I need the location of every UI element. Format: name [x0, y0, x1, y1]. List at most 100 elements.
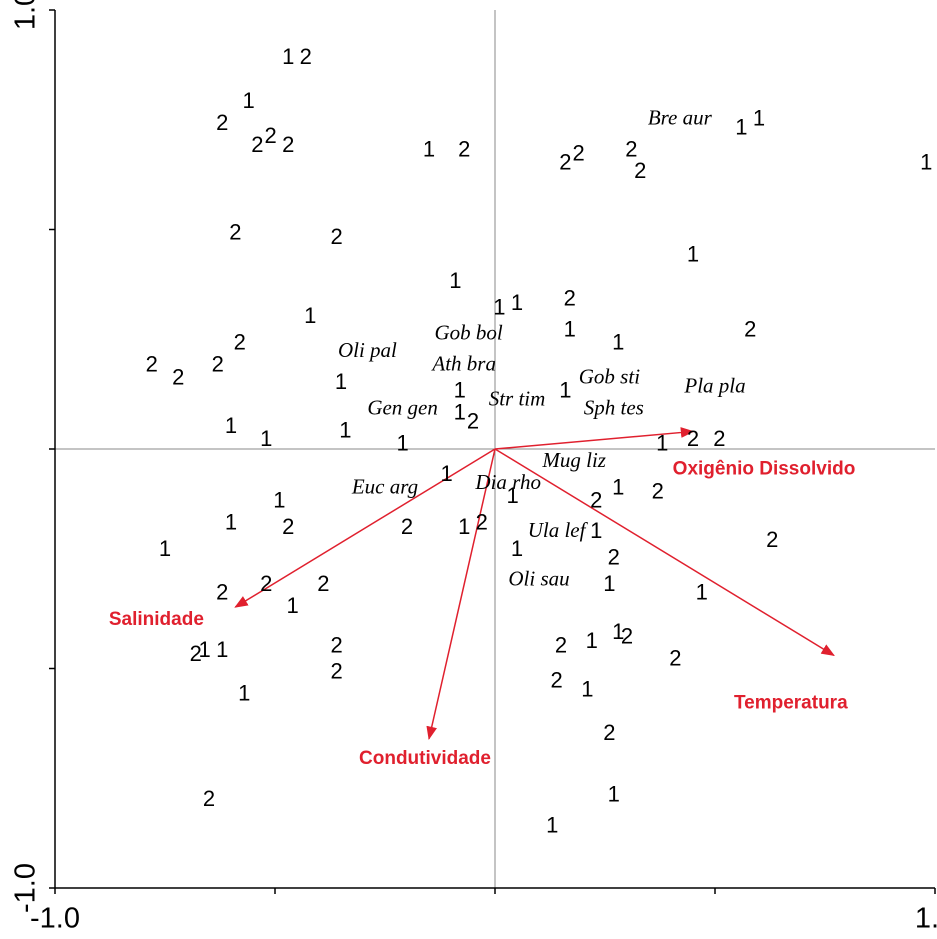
sample-point: 1 — [603, 571, 615, 596]
vector-label: Condutividade — [359, 748, 491, 769]
sample-point: 2 — [744, 316, 756, 341]
sample-point: 1 — [282, 44, 294, 69]
sample-point: 2 — [559, 149, 571, 174]
species-label: Gen gen — [367, 395, 438, 419]
sample-point: 2 — [766, 527, 778, 552]
sample-point: 1 — [454, 378, 466, 403]
sample-point: 2 — [251, 132, 263, 157]
sample-point: 1 — [273, 487, 285, 512]
species-label: Ula lef — [528, 518, 589, 542]
sample-point: 1 — [242, 88, 254, 113]
sample-point: 1 — [559, 378, 571, 403]
sample-point: 2 — [458, 136, 470, 161]
sample-point: 1 — [260, 426, 272, 451]
y-tick-label: -1.0 — [10, 863, 42, 913]
sample-point: 1 — [286, 593, 298, 618]
sample-point: 2 — [330, 632, 342, 657]
sample-point: 2 — [282, 132, 294, 157]
sample-point: 1 — [581, 676, 593, 701]
sample-point: 1 — [612, 329, 624, 354]
species-label: Pla pla — [683, 373, 745, 397]
sample-point: 1 — [225, 509, 237, 534]
sample-point: 1 — [493, 294, 505, 319]
sample-point: 2 — [687, 426, 699, 451]
sample-point: 1 — [735, 114, 747, 139]
species-label: Ath bra — [430, 351, 496, 375]
sample-point: 1 — [511, 290, 523, 315]
sample-point: 1 — [339, 417, 351, 442]
sample-point: 1 — [506, 483, 518, 508]
sample-point: 2 — [550, 667, 562, 692]
sample-point: 2 — [234, 329, 246, 354]
species-label: Bre aur — [648, 106, 713, 130]
env-vector — [426, 448, 496, 741]
sample-point: 1 — [225, 413, 237, 438]
sample-point: 2 — [608, 545, 620, 570]
sample-point: 1 — [458, 514, 470, 539]
species-label: Mug liz — [541, 448, 606, 472]
sample-point: 1 — [423, 136, 435, 161]
sample-point: 1 — [449, 268, 461, 293]
y-tick-label: 1.0 — [10, 0, 42, 30]
sample-point: 2 — [264, 123, 276, 148]
sample-point: 2 — [212, 351, 224, 376]
vector-label: Oxigênio Dissolvido — [673, 458, 856, 479]
sample-point: 2 — [713, 426, 725, 451]
sample-point: 1 — [687, 242, 699, 267]
x-tick-label: 1.0 — [915, 903, 937, 935]
sample-point: 2 — [216, 110, 228, 135]
sample-point: 1 — [696, 580, 708, 605]
sample-point: 1 — [656, 430, 668, 455]
sample-point: 2 — [572, 141, 584, 166]
sample-point: 2 — [330, 224, 342, 249]
species-label: Oli pal — [338, 338, 397, 362]
sample-point: 2 — [652, 479, 664, 504]
species-label: Str tim — [489, 387, 546, 411]
sample-point: 2 — [476, 509, 488, 534]
sample-point: 1 — [753, 106, 765, 131]
env-vector — [494, 427, 695, 450]
sample-point: 1 — [546, 812, 558, 837]
sample-point: 2 — [172, 365, 184, 390]
species-label: Gob bol — [434, 321, 502, 345]
sample-point: 2 — [216, 580, 228, 605]
sample-point: 2 — [330, 659, 342, 684]
sample-point: 1 — [198, 637, 210, 662]
sample-point: 1 — [396, 430, 408, 455]
sample-point: 1 — [304, 303, 316, 328]
sample-point: 1 — [511, 536, 523, 561]
sample-point: 2 — [564, 286, 576, 311]
sample-point: 1 — [238, 681, 250, 706]
sample-point: 2 — [603, 720, 615, 745]
sample-point: 1 — [612, 474, 624, 499]
species-label: Dia rho — [474, 470, 541, 494]
vector-label: Temperatura — [734, 692, 848, 713]
species-label: Sph tes — [584, 395, 644, 419]
sample-point: 1 — [612, 619, 624, 644]
species-label: Oli sau — [508, 567, 569, 591]
sample-point: 2 — [401, 514, 413, 539]
sample-point: 1 — [454, 400, 466, 425]
sample-point: 1 — [440, 461, 452, 486]
sample-point: 1 — [608, 782, 620, 807]
sample-point: 1 — [216, 637, 228, 662]
sample-point: 2 — [590, 487, 602, 512]
sample-point: 2 — [467, 408, 479, 433]
sample-point: 2 — [260, 571, 272, 596]
sample-point: 2 — [317, 571, 329, 596]
sample-point: 2 — [621, 624, 633, 649]
sample-point: 1 — [564, 316, 576, 341]
sample-point: 1 — [335, 369, 347, 394]
env-vector — [234, 448, 496, 608]
sample-point: 1 — [586, 628, 598, 653]
species-label: Euc arg — [351, 474, 418, 498]
sample-point: 2 — [625, 136, 637, 161]
x-tick-label: -1.0 — [30, 903, 80, 935]
vector-label: Salinidade — [109, 609, 204, 630]
sample-point: 2 — [229, 220, 241, 245]
sample-point: 2 — [669, 646, 681, 671]
sample-point: 2 — [555, 632, 567, 657]
sample-point: 1 — [920, 149, 932, 174]
sample-point: 2 — [203, 786, 215, 811]
